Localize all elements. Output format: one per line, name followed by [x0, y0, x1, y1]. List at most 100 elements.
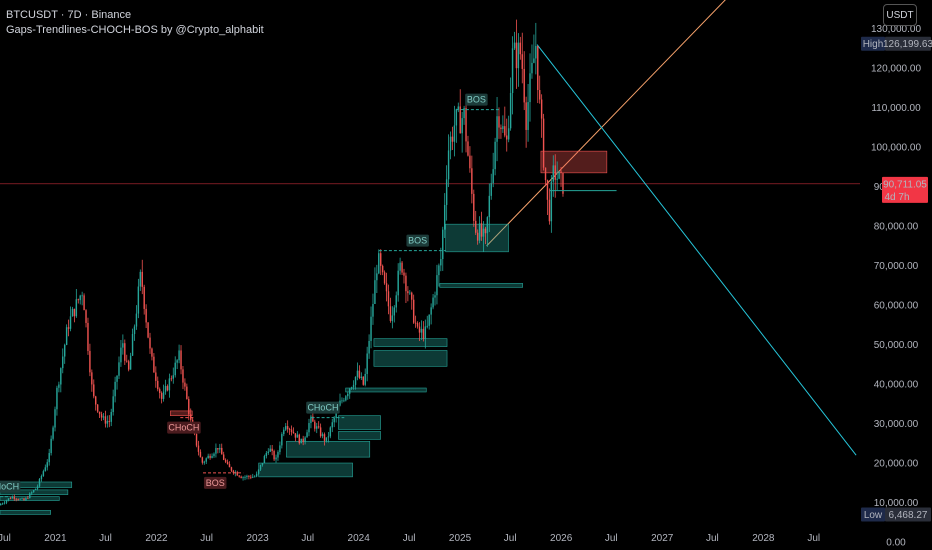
candle[interactable] [449, 136, 452, 151]
candle[interactable] [511, 48, 514, 93]
candle[interactable] [273, 451, 275, 460]
candle[interactable] [387, 291, 390, 307]
indicator-label[interactable]: Gaps-Trendlines-CHOCH-BOS by @Crypto_alp… [6, 24, 264, 36]
candle[interactable] [376, 273, 378, 281]
candle[interactable] [554, 165, 556, 180]
candle[interactable] [277, 452, 279, 458]
candle[interactable] [199, 451, 202, 458]
candle[interactable] [494, 141, 496, 170]
candle[interactable] [176, 360, 178, 363]
candle[interactable] [269, 448, 271, 452]
candle[interactable] [162, 391, 165, 399]
candle[interactable] [100, 414, 103, 418]
candle[interactable] [416, 323, 419, 327]
candle[interactable] [180, 350, 182, 370]
candle[interactable] [188, 399, 190, 415]
candle[interactable] [424, 326, 427, 339]
candle[interactable] [69, 316, 72, 329]
bullish-gap-zone[interactable] [345, 387, 427, 393]
candle[interactable] [122, 343, 124, 348]
candle[interactable] [29, 493, 31, 499]
candle[interactable] [500, 127, 502, 130]
candle[interactable] [160, 393, 163, 399]
candle[interactable] [197, 445, 200, 452]
candle[interactable] [393, 307, 396, 316]
candle[interactable] [244, 476, 246, 478]
candle[interactable] [523, 68, 525, 103]
candle[interactable] [213, 453, 215, 457]
candle[interactable] [221, 447, 223, 455]
candle[interactable] [306, 432, 308, 438]
candle[interactable] [478, 223, 481, 241]
candle[interactable] [112, 396, 114, 413]
candle[interactable] [488, 195, 491, 218]
candle[interactable] [395, 295, 397, 308]
candle[interactable] [453, 125, 456, 142]
trendline-up[interactable] [486, 0, 755, 247]
candle[interactable] [211, 456, 213, 458]
candle[interactable] [46, 462, 48, 468]
candle[interactable] [418, 326, 421, 333]
candle[interactable] [473, 193, 475, 221]
candle[interactable] [5, 500, 8, 503]
candle[interactable] [190, 414, 192, 420]
candle[interactable] [36, 486, 39, 489]
candle[interactable] [15, 498, 17, 500]
candle[interactable] [60, 368, 62, 385]
candle[interactable] [409, 292, 411, 294]
candle[interactable] [389, 306, 392, 321]
candle[interactable] [290, 429, 293, 433]
candle[interactable] [240, 476, 242, 479]
candle[interactable] [226, 461, 229, 465]
candle[interactable] [385, 283, 388, 292]
candle[interactable] [166, 386, 169, 391]
candle[interactable] [89, 350, 91, 373]
candle[interactable] [253, 476, 256, 478]
candle[interactable] [85, 310, 87, 323]
candle[interactable] [405, 275, 407, 292]
candle[interactable] [48, 453, 50, 463]
candle[interactable] [341, 400, 343, 402]
bearish-gap-zone[interactable] [170, 410, 193, 416]
candle[interactable] [275, 457, 277, 460]
candle[interactable] [215, 448, 217, 454]
candle[interactable] [509, 92, 512, 129]
candle[interactable] [538, 89, 541, 100]
candle[interactable] [13, 496, 16, 499]
candle[interactable] [219, 447, 221, 450]
candle[interactable] [443, 204, 446, 230]
candle[interactable] [252, 476, 254, 478]
candle[interactable] [354, 376, 357, 385]
candle[interactable] [114, 381, 116, 397]
candle[interactable] [366, 353, 368, 374]
candle[interactable] [75, 299, 78, 317]
candle[interactable] [17, 499, 19, 500]
candle[interactable] [104, 416, 107, 424]
candle[interactable] [391, 315, 394, 321]
candle[interactable] [310, 416, 312, 424]
candle[interactable] [238, 475, 240, 477]
candle[interactable] [108, 420, 111, 422]
candle[interactable] [381, 265, 384, 273]
candle[interactable] [23, 498, 25, 501]
candle[interactable] [527, 102, 529, 130]
candle[interactable] [77, 299, 79, 301]
candle[interactable] [54, 409, 56, 428]
candle[interactable] [155, 372, 157, 381]
candle[interactable] [110, 412, 112, 422]
candle[interactable] [32, 489, 35, 493]
candle[interactable] [372, 303, 374, 317]
candle[interactable] [203, 461, 206, 463]
candle[interactable] [399, 262, 401, 271]
candle[interactable] [153, 356, 155, 373]
candle[interactable] [118, 362, 120, 376]
candle[interactable] [550, 181, 553, 222]
candle[interactable] [145, 308, 147, 323]
candle[interactable] [325, 437, 328, 441]
bullish-gap-zone[interactable] [258, 462, 353, 478]
candle[interactable] [120, 347, 122, 363]
candle[interactable] [0, 504, 2, 506]
candle[interactable] [422, 328, 425, 339]
candle[interactable] [345, 396, 347, 401]
